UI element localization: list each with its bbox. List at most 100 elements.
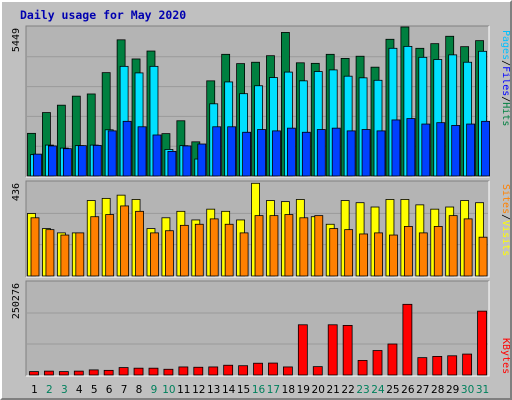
day-label-9: 9 (151, 384, 158, 396)
bar-sites-1 (30, 217, 40, 277)
legend-visits-sites: Sites/Visits (500, 184, 510, 256)
bar-pages-16 (257, 129, 266, 177)
plot-area-hits-files-pages-bevel-light (26, 26, 490, 178)
bar-pages-9 (152, 134, 162, 177)
day-label-17: 17 (267, 384, 280, 396)
bar-kbytes-28 (432, 355, 443, 376)
day-label-22: 22 (341, 384, 354, 396)
plot-area-visits-sites-bevel-shadow (25, 180, 489, 277)
day-label-12: 12 (192, 384, 205, 396)
bar-kbytes-29 (447, 355, 458, 376)
bar-sites-7 (120, 205, 130, 277)
bar-sites-8 (135, 210, 144, 277)
bar-sites-18 (284, 214, 294, 277)
bar-kbytes-6 (103, 369, 114, 376)
day-label-28: 28 (431, 384, 444, 396)
bar-kbytes-14 (223, 364, 234, 376)
bar-kbytes-21 (327, 324, 338, 376)
day-label-1: 1 (31, 384, 38, 396)
day-label-15: 15 (237, 384, 250, 396)
bar-kbytes-1 (29, 371, 39, 376)
day-label-26: 26 (401, 384, 415, 396)
plot-area-hits-files-pages-bevel-shadow (25, 25, 489, 177)
bar-kbytes-19 (297, 324, 308, 376)
bar-pages-22 (346, 130, 356, 177)
bar-sites-12 (194, 223, 204, 277)
bar-sites-10 (165, 230, 174, 277)
bar-kbytes-9 (148, 367, 159, 376)
day-label-7: 7 (121, 384, 128, 396)
day-label-24: 24 (371, 384, 385, 396)
bar-pages-15 (242, 131, 251, 177)
bar-sites-23 (359, 233, 368, 277)
bar-kbytes-30 (462, 353, 473, 376)
bar-sites-3 (60, 234, 70, 277)
plot-area-kbytes-bevel-light (26, 281, 490, 377)
bar-pages-8 (137, 126, 147, 177)
day-label-4: 4 (76, 384, 83, 396)
bar-kbytes-31 (477, 310, 487, 376)
bar-kbytes-25 (387, 343, 398, 376)
bar-sites-14 (224, 223, 234, 277)
bar-sites-5 (90, 216, 100, 277)
bar-kbytes-16 (253, 362, 263, 376)
legend-visits: Visits (500, 220, 510, 256)
ymax-label-hits-files-pages: 5449 (11, 28, 22, 52)
bar-sites-6 (105, 214, 115, 277)
bar-pages-14 (227, 126, 237, 177)
bar-kbytes-3 (58, 371, 69, 376)
bar-kbytes-10 (163, 368, 174, 376)
bar-sites-19 (299, 217, 309, 277)
bar-pages-3 (62, 148, 72, 177)
day-label-31: 31 (476, 384, 489, 396)
day-label-19: 19 (297, 384, 310, 396)
day-label-10: 10 (162, 384, 175, 396)
chart-title: Daily usage for May 2020 (20, 8, 186, 22)
bar-kbytes-13 (208, 366, 219, 376)
bar-pages-17 (272, 130, 281, 177)
day-axis: 1 2 3 4 5 6 7 8 9 10 11 12 13 14 15 16 17 18 19 20 21 22 23 24 2… (31, 384, 489, 396)
bar-sites-13 (209, 218, 219, 277)
legend-pages: Pages (500, 30, 510, 60)
bar-pages-26 (406, 118, 416, 177)
bar-kbytes-7 (118, 367, 129, 376)
bar-pages-11 (182, 145, 192, 177)
legend-separator: / (500, 96, 510, 102)
legend-kbytes: KBytes (500, 338, 510, 374)
bar-pages-10 (167, 150, 177, 177)
bar-sites-16 (254, 215, 264, 277)
bar-pages-18 (287, 127, 296, 177)
legend-separator: / (500, 214, 510, 220)
bar-sites-4 (75, 232, 85, 277)
bar-kbytes-12 (193, 366, 204, 376)
bar-pages-27 (421, 123, 431, 177)
bar-kbytes-27 (417, 357, 428, 376)
day-label-21: 21 (326, 384, 339, 396)
day-label-5: 5 (91, 384, 98, 396)
bar-sites-11 (179, 224, 189, 277)
bar-pages-20 (316, 129, 326, 177)
bar-pages-19 (301, 131, 311, 177)
bar-sites-17 (269, 215, 279, 277)
bar-pages-25 (391, 119, 401, 177)
bar-pages-2 (48, 145, 57, 177)
bar-pages-7 (122, 120, 132, 177)
day-label-11: 11 (177, 384, 190, 396)
legend-hits: Hits (500, 102, 510, 126)
bar-pages-29 (451, 125, 461, 177)
day-label-3: 3 (61, 384, 68, 396)
bar-kbytes-18 (283, 366, 293, 376)
bar-pages-1 (33, 153, 42, 177)
legend-files: Files (500, 66, 510, 96)
bar-sites-9 (150, 232, 159, 277)
bar-kbytes-8 (133, 367, 144, 376)
bar-pages-5 (92, 144, 102, 177)
bar-sites-28 (433, 226, 443, 277)
bar-pages-30 (466, 123, 476, 177)
bar-pages-6 (107, 130, 117, 177)
bar-sites-22 (344, 229, 354, 277)
bar-kbytes-24 (372, 350, 383, 376)
bar-kbytes-23 (357, 360, 368, 376)
bar-pages-31 (481, 120, 490, 177)
